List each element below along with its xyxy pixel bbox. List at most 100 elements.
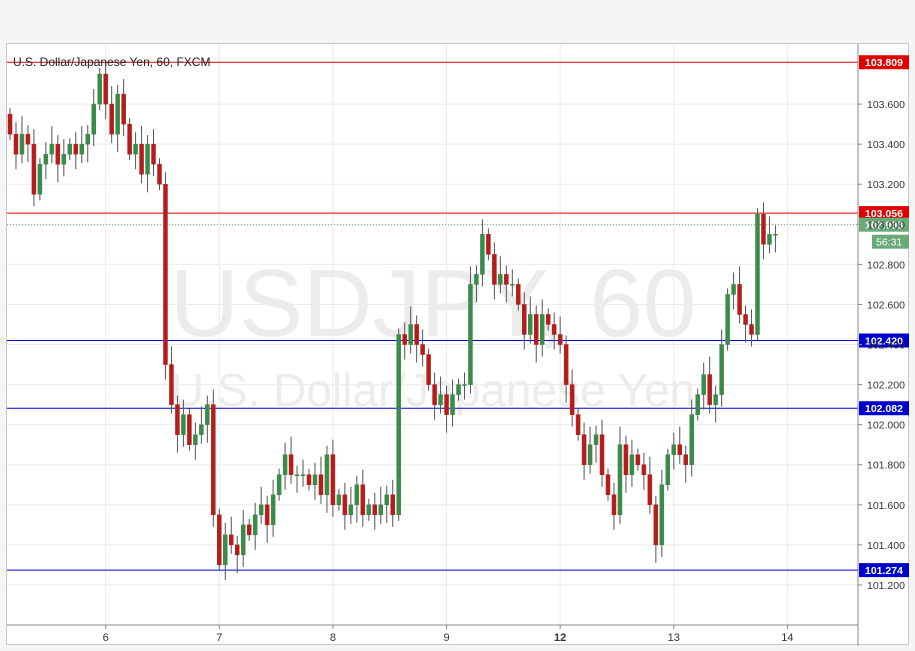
candle-body [330, 454, 336, 506]
candle-body [761, 214, 766, 245]
watermark-symbol: USDJPY, 60 [170, 250, 697, 357]
candle-body [217, 514, 222, 566]
candle-body [187, 414, 192, 445]
candle-body [270, 494, 276, 526]
candle-body [414, 324, 419, 345]
level-label: 102.420 [865, 336, 903, 348]
candle-body [366, 504, 372, 516]
candle-body [157, 163, 162, 185]
candle-body [223, 534, 228, 566]
candle-body [121, 93, 126, 125]
level-label-bg [859, 206, 909, 221]
candle-body [725, 294, 730, 345]
x-tick-label: 6 [103, 632, 109, 644]
candle-body [749, 324, 754, 335]
candle-body [617, 444, 623, 516]
candle-body [707, 374, 712, 405]
candle-body [294, 474, 300, 476]
y-tick-label: 102.800 [867, 259, 905, 271]
candle-body [516, 284, 521, 305]
candle-body [324, 454, 330, 496]
candle-body [635, 454, 641, 465]
candle-body [342, 494, 348, 516]
x-tick-label: 13 [668, 632, 680, 644]
candle-body [551, 324, 557, 335]
candle-body [420, 344, 425, 355]
x-tick-label: 12 [554, 632, 566, 644]
chart-frame: USDJPY, 60 U.S. Dollar/Japanese Yen 103.… [6, 43, 909, 646]
candle-body [169, 364, 174, 405]
candle-body [689, 414, 694, 465]
candle-body [300, 474, 306, 476]
y-tick-label: 101.800 [867, 460, 905, 472]
candles [7, 62, 778, 580]
candle-body [504, 274, 509, 285]
candle-body [695, 394, 700, 415]
candle-body [163, 183, 168, 365]
candle-body [557, 334, 563, 345]
candle-body [181, 414, 186, 435]
level-label: 101.274 [865, 565, 903, 577]
candle-body [611, 494, 617, 516]
candle-body [498, 274, 503, 285]
candle-body [432, 384, 437, 405]
candle-body [67, 143, 73, 155]
candle-body [276, 474, 282, 496]
candle-body [246, 524, 252, 536]
candle-body [199, 424, 204, 435]
candle-body [653, 504, 659, 546]
y-tick-label: 103.200 [867, 179, 905, 191]
candle-body [545, 314, 551, 325]
candle-body [444, 394, 449, 415]
candle-body [767, 234, 772, 245]
candle-body [372, 504, 378, 516]
countdown-label: 56:31 [876, 237, 902, 249]
y-tick-label: 103.400 [867, 139, 905, 151]
candle-body [701, 374, 706, 395]
level-label-bg [859, 401, 909, 416]
candle-body [49, 143, 55, 155]
y-tick-label: 103.600 [867, 99, 905, 111]
candle-body [641, 464, 647, 475]
candle-body [43, 153, 49, 165]
level-label-bg [859, 55, 909, 70]
x-tick-label: 14 [781, 632, 793, 644]
candle-body [354, 484, 360, 506]
candle-body [737, 284, 742, 315]
candle-body [492, 254, 497, 285]
price-axis: 101.200 101.400 101.600 101.800 102.000 102.2… [858, 99, 905, 592]
y-tick-label: 102.000 [867, 420, 905, 432]
candle-body [593, 434, 599, 445]
candle-body [229, 534, 234, 546]
candle-body [115, 93, 120, 135]
candle-body [306, 474, 312, 486]
candle-body [139, 143, 144, 175]
candle-body [145, 143, 150, 175]
candle-body [539, 314, 545, 345]
candle-body [175, 404, 180, 435]
candle-body [61, 153, 67, 165]
level-label: 103.056 [865, 208, 903, 220]
candle-body [713, 394, 718, 405]
price-levels: 103.809 103.056 102.420 102.082 101.274 102.9… [7, 55, 909, 578]
candle-body [25, 133, 31, 145]
candle-body [462, 384, 467, 386]
candle-body [581, 434, 587, 465]
candle-body [755, 214, 760, 335]
y-tick-label: 103.000 [867, 219, 905, 231]
candle-body [193, 434, 198, 445]
y-tick-label: 102.600 [867, 299, 905, 311]
y-tick-label: 102.400 [867, 340, 905, 352]
candle-body [563, 344, 569, 385]
candle-body [528, 314, 533, 335]
candle-body [396, 334, 401, 516]
level-label: 103.809 [865, 57, 903, 69]
candle-body [7, 113, 13, 135]
candle-body [456, 384, 461, 395]
candlestick-chart: USDJPY, 60 U.S. Dollar/Japanese Yen 103.… [7, 44, 909, 646]
candle-body [665, 454, 671, 486]
candle-body [569, 384, 575, 415]
candle-body [659, 484, 665, 546]
y-tick-label: 101.200 [867, 580, 905, 592]
candle-body [677, 444, 683, 455]
